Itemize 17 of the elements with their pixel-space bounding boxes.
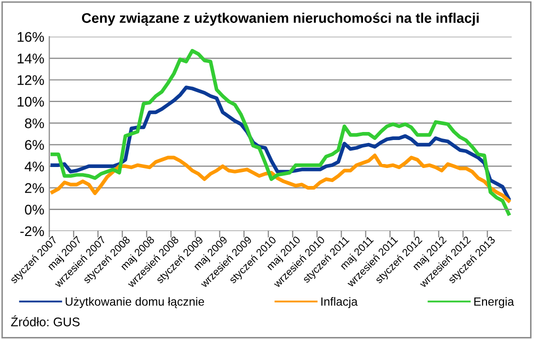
y-tick-label: 16%: [18, 32, 44, 42]
y-tick-label: 6%: [25, 140, 44, 150]
y-tick-label: 4%: [24, 162, 44, 172]
text: Źródło: GUS: [11, 315, 80, 326]
y-tick-label: 10%: [18, 96, 44, 107]
y-tick-label: 12%: [18, 75, 44, 85]
y-tick-label: 2%: [25, 183, 44, 193]
y-tick-label: 14%: [18, 54, 44, 64]
legend-label: Energia: [474, 297, 514, 308]
y-tick-label: 8%: [24, 118, 44, 128]
chart-title: Ceny związane z użytkowaniem nieruchomości na tle inflacji: [82, 12, 479, 26]
line-series: [50, 48, 510, 216]
legend-label: Inflacja: [321, 297, 358, 308]
y-tick-label: 0%: [24, 204, 44, 215]
line-series: [50, 154, 510, 203]
legend-label: Użytkowanie domu łącznie: [66, 297, 204, 308]
y-tick-label: -2%: [20, 226, 44, 236]
